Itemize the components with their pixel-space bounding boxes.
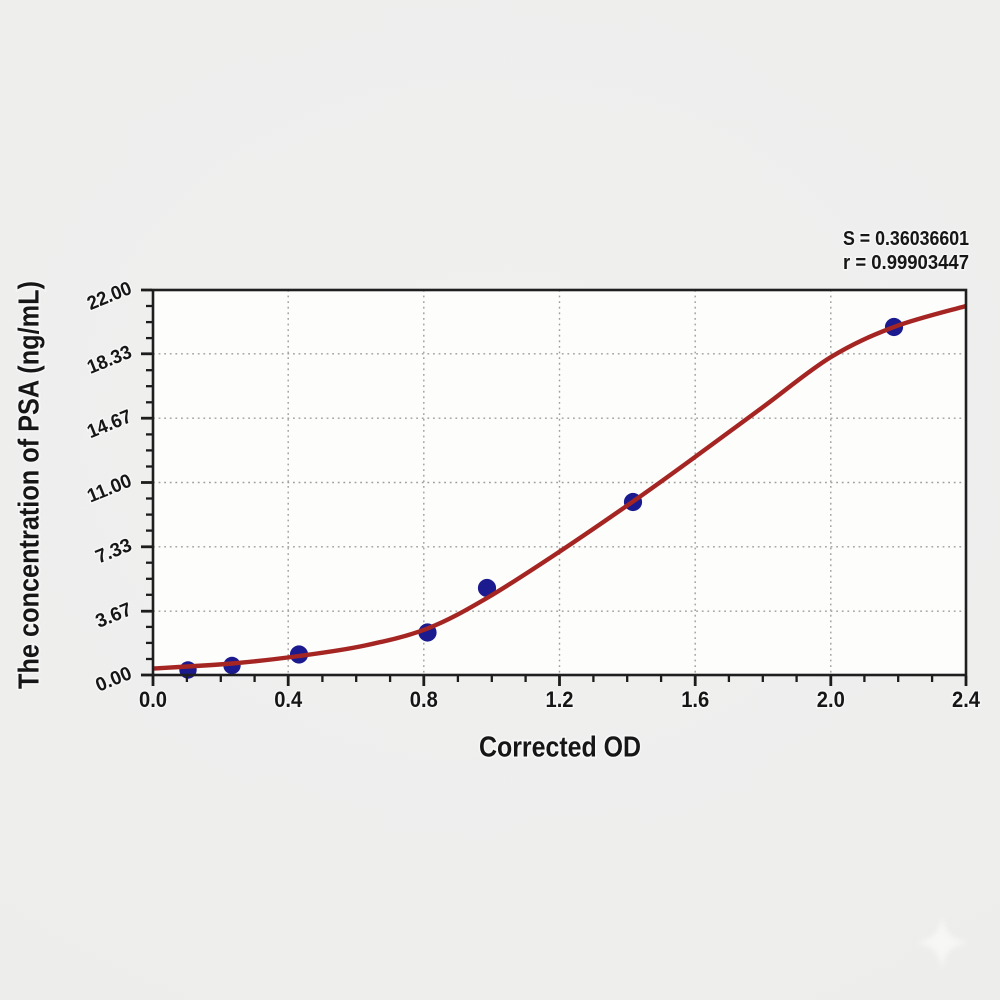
svg-text:1.6: 1.6: [681, 687, 709, 712]
svg-text:0.0: 0.0: [139, 687, 167, 712]
svg-text:The concentration of PSA (ng/m: The concentration of PSA (ng/mL): [14, 281, 46, 689]
svg-text:S = 0.36036601: S = 0.36036601: [843, 228, 969, 250]
svg-text:0.8: 0.8: [410, 687, 438, 712]
svg-text:2.4: 2.4: [952, 687, 980, 712]
svg-text:3.67: 3.67: [93, 599, 135, 632]
svg-text:14.67: 14.67: [84, 406, 135, 443]
svg-text:0.00: 0.00: [93, 663, 135, 696]
svg-text:0.4: 0.4: [274, 687, 302, 712]
svg-text:7.33: 7.33: [93, 535, 135, 568]
svg-text:18.33: 18.33: [84, 342, 135, 379]
svg-text:Corrected OD: Corrected OD: [479, 732, 641, 764]
svg-text:2.0: 2.0: [817, 687, 845, 712]
svg-text:1.2: 1.2: [546, 687, 574, 712]
svg-text:22.00: 22.00: [84, 278, 135, 315]
svg-text:r = 0.99903447: r = 0.99903447: [843, 252, 969, 274]
svg-text:11.00: 11.00: [84, 471, 135, 508]
